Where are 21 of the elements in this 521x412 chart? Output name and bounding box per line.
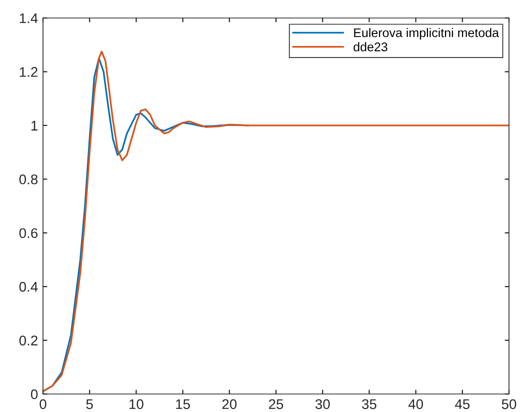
y-tick-label: 0.2: [19, 336, 38, 346]
x-tick-label: 45: [454, 399, 470, 410]
x-tick-label: 15: [176, 399, 190, 410]
y-tick-label: 1: [31, 120, 38, 130]
x-tick-label: 35: [362, 399, 376, 410]
y-tick-label: 0.6: [19, 228, 38, 238]
x-tick-label: 20: [222, 399, 237, 410]
y-tick-label: 1.4: [20, 13, 38, 24]
legend-label: Eulerova implicitni metoda: [354, 28, 500, 40]
x-tick-label: 5: [86, 399, 93, 410]
x-tick-label: 10: [130, 399, 144, 410]
x-tick-label: 50: [502, 399, 516, 410]
y-tick-label: 0.8: [19, 174, 38, 184]
x-tick-label: 40: [408, 399, 423, 410]
y-tick-label: 1.2: [20, 67, 38, 77]
x-tick-label: 0: [40, 399, 46, 410]
y-tick-label: 0.4: [19, 282, 38, 292]
x-tick-label: 25: [268, 399, 284, 410]
y-tick-label: 0: [30, 389, 38, 400]
x-tick-label: 30: [315, 399, 330, 410]
legend-label: dde23: [354, 42, 388, 52]
